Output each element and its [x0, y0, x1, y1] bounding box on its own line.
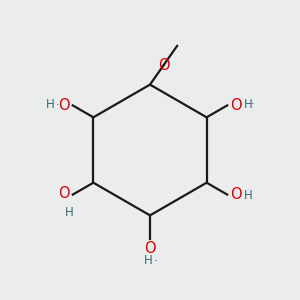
Text: H: H: [46, 98, 55, 111]
Text: ·: ·: [154, 255, 158, 268]
Text: ·: ·: [251, 98, 255, 111]
Text: O: O: [230, 187, 242, 202]
Text: H: H: [244, 189, 253, 202]
Text: H: H: [144, 254, 153, 267]
Text: ·: ·: [56, 100, 59, 110]
Text: O: O: [144, 241, 156, 256]
Text: O: O: [158, 58, 170, 73]
Text: H: H: [65, 206, 74, 219]
Text: O: O: [230, 98, 242, 113]
Text: H: H: [244, 98, 253, 111]
Text: O: O: [58, 98, 70, 113]
Text: O: O: [58, 186, 70, 201]
